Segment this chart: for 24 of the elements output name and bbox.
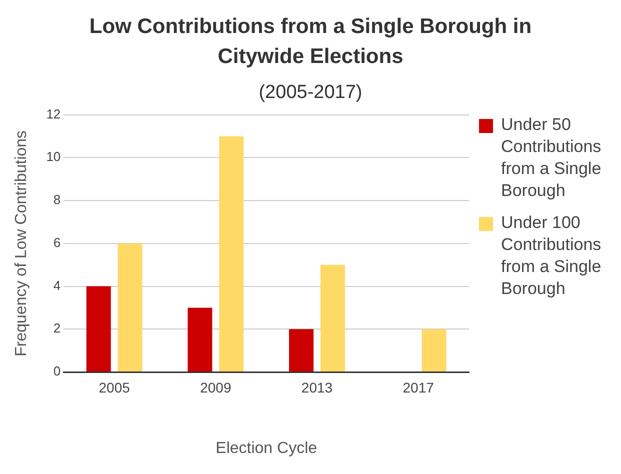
legend-label: Under 50 Contributions from a Single Borough [501,114,602,202]
bar [320,264,345,372]
bar [219,136,244,372]
y-tick-label: 0 [53,364,61,379]
bar [422,329,446,372]
y-tick-label: 12 [46,106,61,122]
legend-label: Under 100 Contributions from a Single Borough [501,212,602,300]
y-tick-label: 6 [53,234,61,250]
x-tick-label: 2009 [200,379,232,396]
chart-subtitle: (2005-2017) [258,82,364,104]
chart-title: Low Contributions from a Single Borough in Citywide Elections [88,14,533,70]
bar [289,329,314,372]
x-axis-title: Election Cycle [216,440,318,457]
y-tick-label: 2 [53,320,61,336]
y-tick-label: 4 [53,278,61,293]
bar [118,243,142,372]
bar [188,308,212,372]
y-tick-label: 8 [53,192,61,208]
y-tick-label: 10 [46,149,61,164]
x-tick-label: 2013 [301,379,333,396]
x-tick-label: 2005 [98,379,130,396]
y-axis-title: Frequency of Low Contributions [13,130,30,356]
x-tick-label: 2017 [402,379,434,396]
bar [86,286,111,372]
